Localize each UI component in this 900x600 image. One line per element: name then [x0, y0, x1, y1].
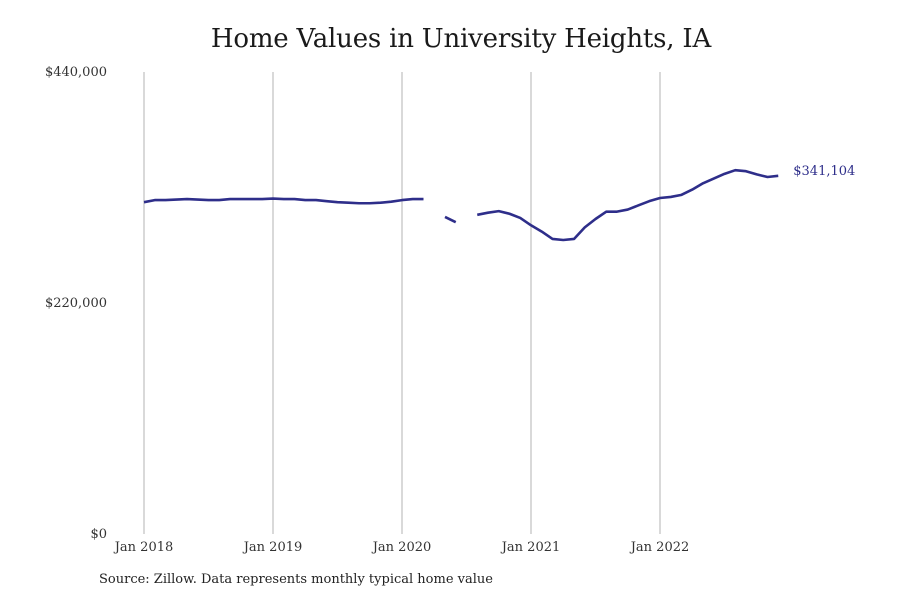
x-tick-label: Jan 2021 [500, 540, 561, 555]
x-axis-ticks: Jan 2018 Jan 2019 Jan 2020 Jan 2021 Jan 2022 [113, 540, 690, 555]
y-tick-label: $0 [90, 527, 107, 542]
series-line-segment [444, 215, 457, 224]
series-line-segment [477, 168, 779, 242]
y-tick-label: $220,000 [45, 296, 107, 311]
gridlines [143, 72, 661, 534]
x-tick-label: Jan 2022 [629, 540, 690, 555]
series-line-segment [143, 197, 424, 205]
source-note: Source: Zillow. Data represents monthly … [99, 572, 493, 587]
series-lines [143, 168, 779, 242]
y-axis-ticks: $0 $220,000 $440,000 [45, 65, 107, 542]
chart-title: Home Values in University Heights, IA [210, 24, 712, 54]
end-labels: $341,104 [793, 164, 855, 179]
end-value-label: $341,104 [793, 164, 855, 179]
x-tick-label: Jan 2018 [113, 540, 174, 555]
x-tick-label: Jan 2020 [371, 540, 432, 555]
x-tick-label: Jan 2019 [242, 540, 303, 555]
y-tick-label: $440,000 [45, 65, 107, 80]
